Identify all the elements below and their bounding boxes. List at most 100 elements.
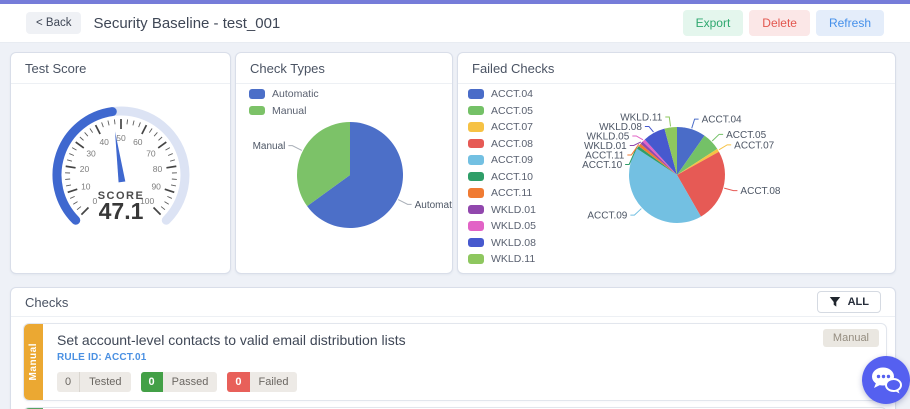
pie-slice[interactable] xyxy=(677,148,719,175)
legend-item[interactable]: ACCT.11 xyxy=(468,187,536,199)
failed-checks-card-title: Failed Checks xyxy=(458,53,895,84)
gauge-tick xyxy=(170,184,177,187)
legend-label: Manual xyxy=(272,104,307,117)
chat-button[interactable] xyxy=(862,356,910,404)
header-actions: Export Delete Refresh xyxy=(682,10,884,36)
pie-slice-label: ACCT.04 xyxy=(702,115,742,126)
gauge-tick-label: 40 xyxy=(99,137,109,147)
pie-slice[interactable] xyxy=(297,122,350,207)
gauge-tick xyxy=(80,206,90,216)
passed-stat: 0 Passed xyxy=(140,372,218,392)
back-button[interactable]: < Back xyxy=(26,12,82,34)
pie-slice-label: ACCT.09 xyxy=(587,211,627,222)
check-stats: 0 Tested 0 Passed 0 Failed xyxy=(57,372,874,392)
pie-label-line xyxy=(724,187,738,192)
pie-slice-label: ACCT.08 xyxy=(740,186,780,197)
gauge-tick xyxy=(76,206,82,211)
failed-checks-card: Failed Checks ACCT.04 ACCT.05 ACCT.07 ACCT.… xyxy=(457,52,896,274)
legend-swatch xyxy=(468,254,484,264)
pie-slice-label: Manual xyxy=(253,141,286,152)
main-content: Test Score 0 10 20 30 40 50 60 70 80 90 100 SCORE 47… xyxy=(0,43,910,409)
page-title: Security Baseline - test_001 xyxy=(93,14,281,32)
check-type-tab-label: Manual xyxy=(28,343,39,381)
gauge-tick xyxy=(166,165,177,169)
pie-slice[interactable] xyxy=(677,151,725,217)
check-rule-id: RULE ID: ACCT.01 xyxy=(57,352,147,363)
legend-item[interactable]: ACCT.05 xyxy=(468,105,536,117)
pie-slice-label: ACCT.05 xyxy=(726,130,766,141)
check-item[interactable]: Manual Set account-level contacts to val… xyxy=(23,323,887,401)
legend-label: ACCT.10 xyxy=(491,170,534,183)
legend-item[interactable]: Manual xyxy=(249,105,319,117)
pie-label-line xyxy=(691,118,699,129)
gauge-tick-label: 30 xyxy=(86,148,96,158)
pie-slice[interactable] xyxy=(664,127,677,175)
gauge-tick xyxy=(164,188,175,194)
legend-label: WKLD.05 xyxy=(491,220,536,232)
refresh-button[interactable]: Refresh xyxy=(815,10,884,36)
pie-slice-label: ACCT.07 xyxy=(734,140,774,151)
pie-slice[interactable] xyxy=(640,141,677,175)
gauge-tick xyxy=(153,132,158,137)
gauge-tick-label: 10 xyxy=(81,181,91,191)
checks-title: Checks xyxy=(25,294,69,310)
legend-label: ACCT.08 xyxy=(491,137,534,150)
test-score-card-title: Test Score xyxy=(11,53,230,84)
pie-slice[interactable] xyxy=(677,127,705,175)
gauge-progress xyxy=(52,107,117,225)
legend-item[interactable]: WKLD.01 xyxy=(468,204,536,216)
legend-item[interactable]: WKLD.11 xyxy=(468,253,536,265)
legend-item[interactable]: ACCT.10 xyxy=(468,171,536,183)
gauge-tick xyxy=(152,206,162,216)
pie-slice[interactable] xyxy=(636,146,677,175)
gauge-tick xyxy=(160,206,166,211)
pie-label-line xyxy=(397,199,412,205)
pie-label-line xyxy=(632,135,644,141)
gauge-tick-label: 0 xyxy=(92,196,97,206)
check-type-tab: Manual xyxy=(24,324,43,400)
gauge-tick xyxy=(89,128,94,133)
pie-slice[interactable] xyxy=(629,148,701,223)
legend-swatch xyxy=(468,105,484,116)
export-button[interactable]: Export xyxy=(682,10,744,36)
pie-slice[interactable] xyxy=(644,128,677,175)
legend-item[interactable]: WKLD.08 xyxy=(468,237,536,249)
checks-list: Manual Set account-level contacts to val… xyxy=(11,323,895,409)
legend-swatch xyxy=(468,204,484,215)
gauge-score-value: 47.1 xyxy=(99,198,144,224)
gauge-tick xyxy=(165,147,171,151)
legend-item[interactable]: ACCT.04 xyxy=(468,88,536,100)
pie-label-line xyxy=(711,133,724,142)
legend-swatch xyxy=(468,122,484,132)
gauge-tick xyxy=(167,153,173,156)
pie-slice[interactable] xyxy=(677,135,718,175)
filter-all-button[interactable]: ALL xyxy=(816,291,881,313)
pie-slice[interactable] xyxy=(638,143,677,175)
filter-all-label: ALL xyxy=(847,296,869,308)
legend-swatch xyxy=(468,155,484,165)
pie-slice-label: ACCT.10 xyxy=(582,160,622,171)
legend-item[interactable]: ACCT.07 xyxy=(468,121,536,133)
legend-swatch xyxy=(249,89,265,99)
legend-item[interactable]: ACCT.09 xyxy=(468,154,536,166)
test-score-card: Test Score 0 10 20 30 40 50 60 70 80 90 100 SCORE 47… xyxy=(10,52,231,274)
legend-item[interactable]: WKLD.05 xyxy=(468,220,536,232)
pie-label-line xyxy=(718,144,732,151)
checks-header: Checks ALL xyxy=(11,288,895,317)
legend-swatch xyxy=(468,89,484,99)
pie-slice[interactable] xyxy=(307,122,403,228)
pie-slice[interactable] xyxy=(642,139,677,175)
legend-item[interactable]: Automatic xyxy=(249,88,319,100)
gauge-tick xyxy=(75,141,85,149)
gauge-tick xyxy=(84,132,89,137)
pie-label-line xyxy=(630,208,642,216)
legend-item[interactable]: ACCT.08 xyxy=(468,138,536,150)
delete-button[interactable]: Delete xyxy=(749,10,810,36)
legend-label: ACCT.07 xyxy=(491,121,534,133)
gauge-needle xyxy=(115,131,126,183)
check-type-badge: Manual xyxy=(822,329,879,347)
gauge-tick xyxy=(132,120,135,126)
gauge-tick xyxy=(69,195,75,199)
legend-label: WKLD.01 xyxy=(491,203,536,216)
gauge-tick-label: 80 xyxy=(153,164,163,174)
